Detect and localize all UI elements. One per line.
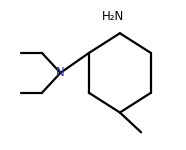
Text: N: N — [56, 66, 65, 79]
Text: H₂N: H₂N — [102, 10, 124, 23]
